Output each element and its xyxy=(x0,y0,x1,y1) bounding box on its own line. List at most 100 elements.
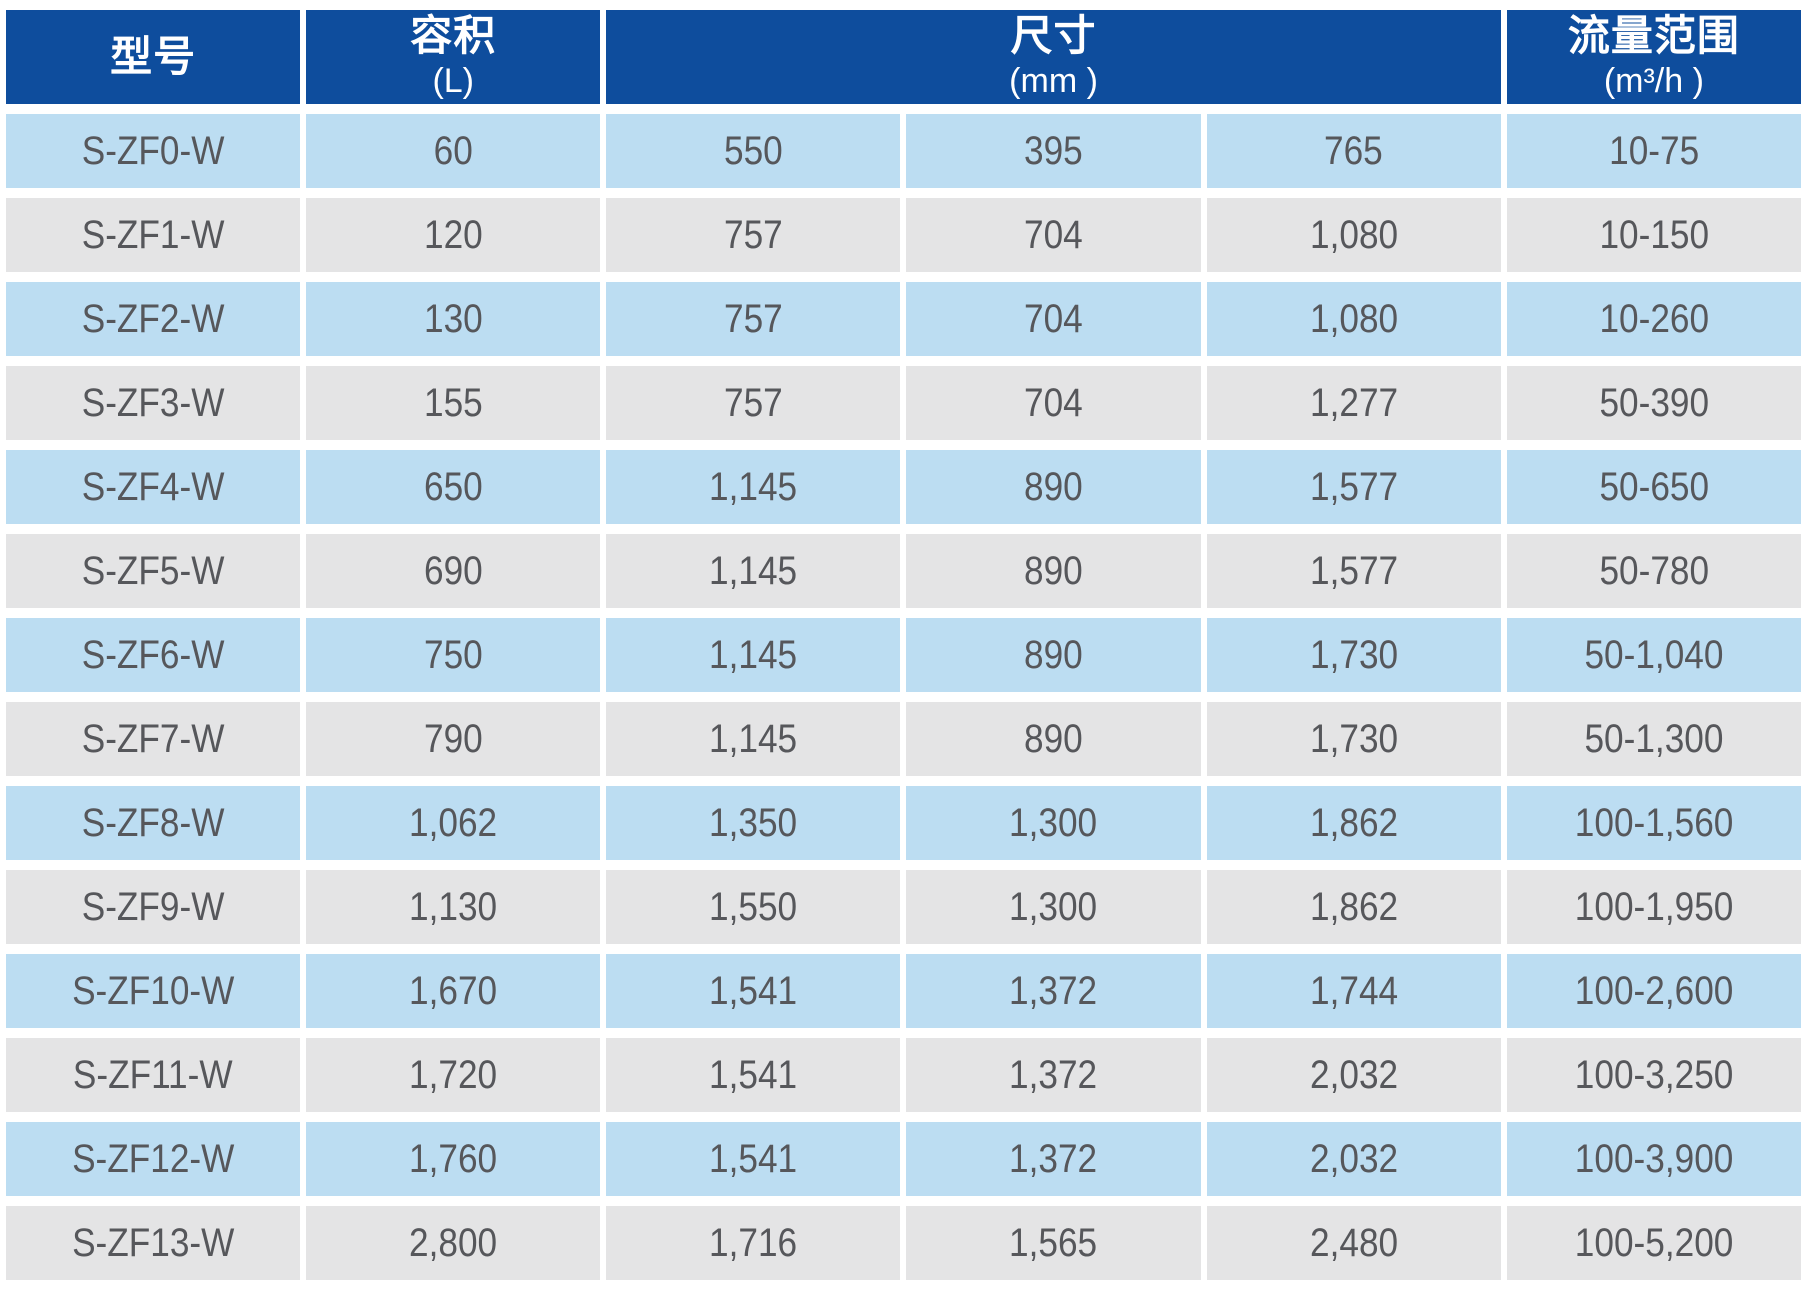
cell-text: 2,480 xyxy=(1309,1221,1398,1265)
value-cell: 100-5,200 xyxy=(1506,1206,1801,1280)
table-row-S-ZF7-W: S-ZF7-W 790 1,145 890 1,730 50-1,300 xyxy=(6,702,1801,776)
cell-text: 1,577 xyxy=(1309,465,1398,509)
value-cell: 1,080 xyxy=(1206,282,1501,356)
cell-text: 750 xyxy=(423,633,483,677)
table-row-S-ZF4-W: S-ZF4-W 650 1,145 890 1,577 50-650 xyxy=(6,450,1801,524)
value-cell: 757 xyxy=(606,198,901,272)
header-volume: 容积 (L) xyxy=(306,10,601,104)
cell-text: 100-1,950 xyxy=(1574,885,1734,929)
value-cell: 765 xyxy=(1206,114,1501,188)
value-cell: 1,277 xyxy=(1206,366,1501,440)
value-cell: 1,760 xyxy=(306,1122,601,1196)
value-cell: 155 xyxy=(306,366,601,440)
cell-text: 890 xyxy=(1024,717,1083,761)
table-row-S-ZF3-W: S-ZF3-W 155 757 704 1,277 50-390 xyxy=(6,366,1801,440)
cell-text: 1,541 xyxy=(709,1053,798,1097)
cell-text: 100-3,250 xyxy=(1574,1053,1734,1097)
cell-text: S-ZF5-W xyxy=(81,549,225,593)
cell-text: S-ZF1-W xyxy=(81,213,225,257)
cell-text: 1,550 xyxy=(709,885,798,929)
value-cell: 1,862 xyxy=(1206,786,1501,860)
cell-text: 704 xyxy=(1024,297,1083,341)
value-cell: 704 xyxy=(906,198,1201,272)
cell-text: 890 xyxy=(1024,549,1083,593)
value-cell: 1,541 xyxy=(606,1038,901,1112)
value-cell: 1,716 xyxy=(606,1206,901,1280)
value-cell: 750 xyxy=(306,618,601,692)
value-cell: 1,372 xyxy=(906,1122,1201,1196)
value-cell: 1,577 xyxy=(1206,534,1501,608)
cell-text: 1,300 xyxy=(1009,801,1098,845)
cell-text: 757 xyxy=(724,297,783,341)
value-cell: 100-2,600 xyxy=(1506,954,1801,1028)
cell-text: S-ZF2-W xyxy=(81,297,225,341)
cell-text: 60 xyxy=(433,129,473,173)
value-cell: 890 xyxy=(906,450,1201,524)
value-cell: 120 xyxy=(306,198,601,272)
cell-text: 1,145 xyxy=(709,717,798,761)
value-cell: 1,541 xyxy=(606,1122,901,1196)
value-cell: 1,372 xyxy=(906,954,1201,1028)
model-cell: S-ZF13-W xyxy=(6,1206,301,1280)
header-model-title: 型号 xyxy=(110,32,197,80)
model-cell: S-ZF6-W xyxy=(6,618,301,692)
value-cell: 1,730 xyxy=(1206,702,1501,776)
value-cell: 2,032 xyxy=(1206,1122,1501,1196)
model-cell: S-ZF4-W xyxy=(6,450,301,524)
value-cell: 650 xyxy=(306,450,601,524)
cell-text: 10-260 xyxy=(1599,297,1709,341)
cell-text: 50-650 xyxy=(1599,465,1709,509)
cell-text: 100-5,200 xyxy=(1574,1221,1734,1265)
cell-text: 765 xyxy=(1324,129,1384,173)
header-flow-range-title: 流量范围 xyxy=(1567,12,1740,60)
cell-text: 1,541 xyxy=(709,969,798,1013)
spec-table-head: 型号 容积 (L) 尺寸 (mm ) 流量范围 (m³/h ) xyxy=(6,10,1801,104)
model-cell: S-ZF2-W xyxy=(6,282,301,356)
cell-text: 757 xyxy=(724,381,783,425)
header-row: 型号 容积 (L) 尺寸 (mm ) 流量范围 (m³/h ) xyxy=(6,10,1801,104)
cell-text: 10-75 xyxy=(1608,129,1699,173)
value-cell: 704 xyxy=(906,282,1201,356)
table-row-S-ZF13-W: S-ZF13-W 2,800 1,716 1,565 2,480 100-5,200 xyxy=(6,1206,1801,1280)
cell-text: 704 xyxy=(1024,381,1083,425)
cell-text: 50-1,300 xyxy=(1584,717,1724,761)
value-cell: 790 xyxy=(306,702,601,776)
value-cell: 1,145 xyxy=(606,534,901,608)
model-cell: S-ZF12-W xyxy=(6,1122,301,1196)
header-dimensions: 尺寸 (mm ) xyxy=(606,10,1501,104)
value-cell: 10-150 xyxy=(1506,198,1801,272)
value-cell: 1,350 xyxy=(606,786,901,860)
value-cell: 1,730 xyxy=(1206,618,1501,692)
cell-text: 1,372 xyxy=(1009,969,1098,1013)
table-row-S-ZF5-W: S-ZF5-W 690 1,145 890 1,577 50-780 xyxy=(6,534,1801,608)
table-row-S-ZF2-W: S-ZF2-W 130 757 704 1,080 10-260 xyxy=(6,282,1801,356)
cell-text: S-ZF11-W xyxy=(73,1053,233,1097)
cell-text: 690 xyxy=(423,549,483,593)
table-row-S-ZF10-W: S-ZF10-W 1,670 1,541 1,372 1,744 100-2,600 xyxy=(6,954,1801,1028)
cell-text: S-ZF0-W xyxy=(81,129,225,173)
value-cell: 1,550 xyxy=(606,870,901,944)
cell-text: 50-1,040 xyxy=(1584,633,1724,677)
cell-text: 1,720 xyxy=(409,1053,498,1097)
model-cell: S-ZF0-W xyxy=(6,114,301,188)
cell-text: 1,300 xyxy=(1009,885,1098,929)
header-dimensions-title: 尺寸 xyxy=(1010,12,1097,60)
value-cell: 1,744 xyxy=(1206,954,1501,1028)
cell-text: 2,800 xyxy=(409,1221,498,1265)
value-cell: 10-260 xyxy=(1506,282,1801,356)
cell-text: S-ZF3-W xyxy=(81,381,225,425)
cell-text: 1,145 xyxy=(709,633,798,677)
value-cell: 757 xyxy=(606,282,901,356)
value-cell: 1,862 xyxy=(1206,870,1501,944)
cell-text: 1,372 xyxy=(1009,1137,1098,1181)
cell-text: 1,350 xyxy=(709,801,798,845)
cell-text: 1,145 xyxy=(709,549,798,593)
value-cell: 1,062 xyxy=(306,786,601,860)
value-cell: 50-1,040 xyxy=(1506,618,1801,692)
table-row-S-ZF8-W: S-ZF8-W 1,062 1,350 1,300 1,862 100-1,560 xyxy=(6,786,1801,860)
cell-text: 1,716 xyxy=(709,1221,798,1265)
value-cell: 50-650 xyxy=(1506,450,1801,524)
cell-text: S-ZF9-W xyxy=(81,885,225,929)
model-cell: S-ZF11-W xyxy=(6,1038,301,1112)
